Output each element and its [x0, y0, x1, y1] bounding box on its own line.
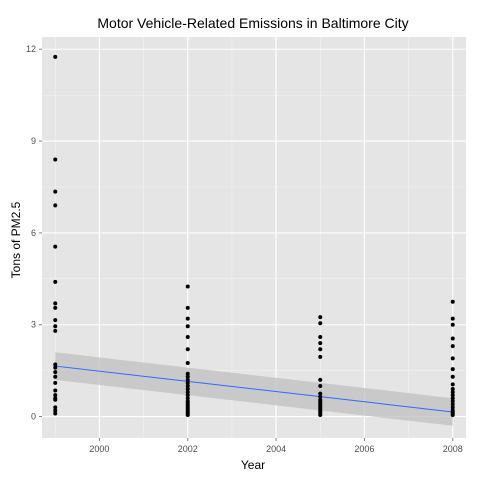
data-point [450, 299, 455, 304]
data-point [53, 388, 58, 393]
y-tick-label: 6 [31, 228, 36, 238]
data-point [318, 391, 323, 396]
data-point [53, 362, 58, 367]
data-point [185, 393, 190, 398]
data-point [450, 382, 455, 387]
data-point [53, 374, 58, 379]
x-tick-label: 2004 [266, 444, 286, 454]
data-point [450, 399, 455, 404]
y-axis-ticks: 0 3 6 9 12 [26, 44, 42, 422]
data-point [185, 361, 190, 366]
data-point [53, 279, 58, 284]
data-point [185, 374, 190, 379]
data-point [53, 318, 58, 323]
y-tick-label: 3 [31, 320, 36, 330]
data-point [53, 244, 58, 249]
data-point [53, 189, 58, 194]
data-point [53, 324, 58, 329]
data-point [53, 405, 58, 410]
data-point [185, 371, 190, 376]
trend-line [55, 365, 453, 413]
minor-grid [42, 37, 466, 438]
x-tick-label: 2002 [178, 444, 198, 454]
data-point [185, 387, 190, 392]
data-point [318, 347, 323, 352]
data-point [53, 393, 58, 398]
y-tick-label: 0 [31, 412, 36, 422]
x-tick-label: 2000 [89, 444, 109, 454]
y-tick-label: 12 [26, 44, 36, 54]
data-point [53, 54, 58, 59]
data-point [185, 396, 190, 401]
data-point [53, 328, 58, 333]
chart-title: Motor Vehicle-Related Emissions in Balti… [97, 15, 408, 31]
data-point [53, 301, 58, 306]
y-axis-label: Tons of PM2.5 [9, 201, 23, 278]
data-point [185, 413, 190, 418]
data-point [318, 413, 323, 418]
data-point [185, 305, 190, 310]
data-point [450, 356, 455, 361]
data-point [318, 321, 323, 326]
data-point [53, 370, 58, 375]
data-point [450, 374, 455, 379]
data-point [185, 390, 190, 395]
x-axis-label: Year [241, 458, 265, 472]
data-point [53, 203, 58, 208]
data-point [450, 413, 455, 418]
data-point [53, 397, 58, 402]
data-point [450, 367, 455, 372]
data-point [318, 377, 323, 382]
data-point [53, 408, 58, 413]
x-tick-label: 2006 [354, 444, 374, 454]
data-point [450, 336, 455, 341]
data-point [450, 316, 455, 321]
data-point [185, 377, 190, 382]
data-point [318, 383, 323, 388]
data-point [185, 383, 190, 388]
data-point [318, 315, 323, 320]
x-axis-ticks: 2000 2002 2004 2006 2008 [89, 438, 463, 454]
y-tick-label: 9 [31, 136, 36, 146]
data-point [53, 365, 58, 370]
data-point [185, 334, 190, 339]
data-point [185, 347, 190, 352]
data-point [185, 380, 190, 385]
data-point [450, 393, 455, 398]
data-points [53, 54, 455, 418]
data-point [53, 157, 58, 162]
data-point [450, 387, 455, 392]
data-point [318, 354, 323, 359]
data-point [450, 344, 455, 349]
data-point [450, 402, 455, 407]
data-point [450, 390, 455, 395]
data-point [450, 396, 455, 401]
data-point [53, 305, 58, 310]
x-tick-label: 2008 [443, 444, 463, 454]
data-point [318, 341, 323, 346]
data-point [318, 334, 323, 339]
data-point [185, 316, 190, 321]
data-point [185, 284, 190, 289]
data-point [450, 405, 455, 410]
data-point [53, 411, 58, 416]
data-point [318, 394, 323, 399]
data-point [450, 322, 455, 327]
data-point [53, 380, 58, 385]
data-point [185, 324, 190, 329]
